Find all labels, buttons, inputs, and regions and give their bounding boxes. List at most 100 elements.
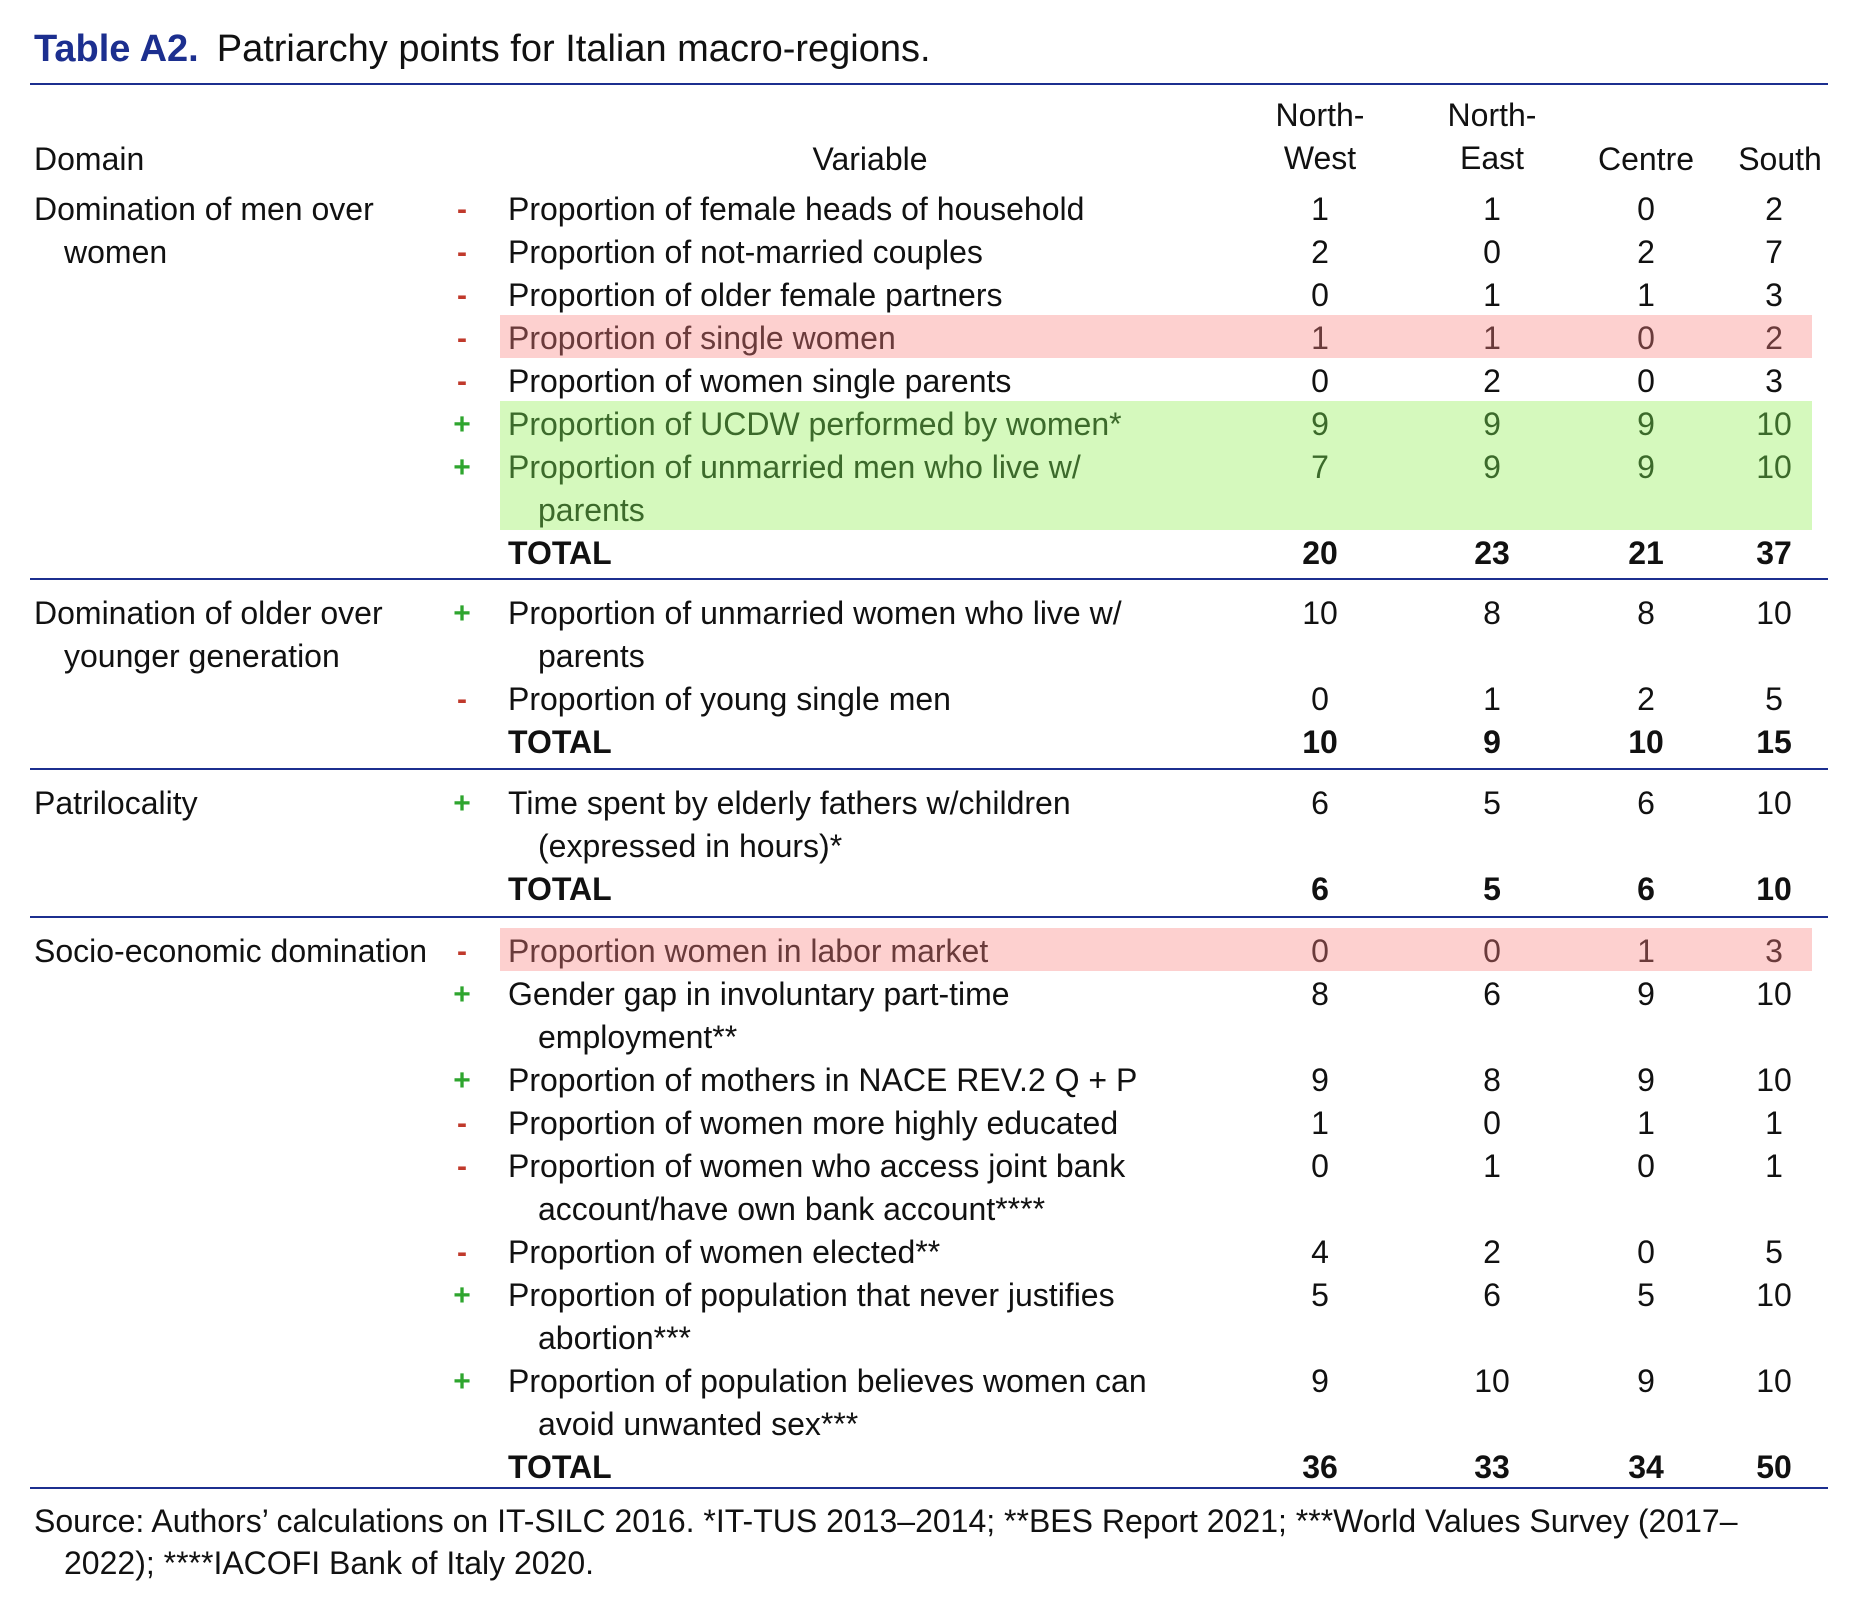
- variable-line1: Proportion of women who access joint ban…: [508, 1148, 1126, 1184]
- value-south: 1: [1765, 1105, 1783, 1141]
- value-nw: 2: [1311, 234, 1329, 270]
- variable-name: Proportion of population that never just…: [508, 1274, 1115, 1360]
- value-south: 10: [1756, 595, 1792, 631]
- header-ne-line1: North-: [1447, 97, 1537, 133]
- variable-line1: Proportion of not-married couples: [508, 234, 983, 270]
- value-nw: 0: [1311, 363, 1329, 399]
- total-ne: 5: [1483, 871, 1501, 907]
- domain-label: Socio-economic domination: [34, 930, 427, 973]
- source-line1: Source: Authors’ calculations on IT-SILC…: [34, 1503, 1738, 1539]
- plus-sign: +: [453, 408, 471, 441]
- minus-sign: -: [457, 1150, 467, 1183]
- minus-sign: -: [457, 365, 467, 398]
- value-south: 3: [1765, 933, 1783, 969]
- value-ne: 0: [1483, 933, 1501, 969]
- total-south: 15: [1756, 724, 1792, 760]
- total-label: TOTAL: [508, 535, 612, 571]
- variable-name: Proportion of unmarried women who live w…: [508, 592, 1122, 678]
- value-ne: 2: [1483, 1234, 1501, 1270]
- variable-line1: Proportion women in labor market: [508, 933, 989, 969]
- domain-label: Domination of older over younger generati…: [34, 592, 383, 678]
- section-rule: [30, 768, 1828, 770]
- header-south: South: [1738, 141, 1822, 177]
- plus-sign: +: [453, 1365, 471, 1398]
- table-caption: Table A2. Patriarchy points for Italian m…: [34, 24, 931, 74]
- variable-line1: Proportion of women single parents: [508, 363, 1012, 399]
- value-ne: 1: [1483, 681, 1501, 717]
- value-centre: 0: [1637, 1148, 1655, 1184]
- value-nw: 1: [1311, 1105, 1329, 1141]
- variable-line1: Proportion of women elected**: [508, 1234, 941, 1270]
- variable-name: Gender gap in involuntary part-time emplo…: [508, 973, 1010, 1059]
- value-ne: 2: [1483, 363, 1501, 399]
- value-centre: 9: [1637, 1062, 1655, 1098]
- header-nw-line2: West: [1283, 140, 1357, 176]
- value-ne: 6: [1483, 1277, 1501, 1313]
- total-nw: 36: [1302, 1449, 1338, 1485]
- minus-sign: -: [457, 279, 467, 312]
- variable-name: Proportion of women who access joint ban…: [508, 1145, 1125, 1231]
- variable-line1: Proportion of female heads of household: [508, 191, 1085, 227]
- table-source-note: Source: Authors’ calculations on IT-SILC…: [34, 1500, 1824, 1584]
- value-ne: 8: [1483, 595, 1501, 631]
- header-ne-line2: East: [1459, 140, 1525, 176]
- value-centre: 0: [1637, 1234, 1655, 1270]
- variable-line1: Time spent by elderly fathers w/children: [508, 785, 1071, 821]
- total-nw: 10: [1302, 724, 1338, 760]
- source-line2: 2022); ****IACOFI Bank of Italy 2020.: [64, 1545, 595, 1581]
- plus-sign: +: [453, 1064, 471, 1097]
- highlight-band: [500, 928, 1812, 971]
- total-south: 50: [1756, 1449, 1792, 1485]
- plus-sign: +: [453, 451, 471, 484]
- variable-name: Proportion of women more highly educated: [508, 1102, 1118, 1145]
- header-north-west: North- West: [1240, 94, 1400, 180]
- value-ne: 8: [1483, 1062, 1501, 1098]
- total-centre: 6: [1637, 871, 1655, 907]
- value-ne: 1: [1483, 1148, 1501, 1184]
- value-centre: 9: [1637, 976, 1655, 1012]
- highlight-band: [500, 315, 1812, 358]
- value-ne: 10: [1474, 1363, 1510, 1399]
- section-rule: [30, 916, 1828, 918]
- variable-name: Proportion of single women: [508, 317, 896, 360]
- domain-line2: younger generation: [64, 638, 340, 674]
- total-south: 10: [1756, 871, 1792, 907]
- variable-name: Time spent by elderly fathers w/children…: [508, 782, 1071, 868]
- value-nw: 0: [1311, 681, 1329, 717]
- value-centre: 0: [1637, 320, 1655, 356]
- value-ne: 0: [1483, 1105, 1501, 1141]
- domain-line1: Patrilocality: [34, 785, 198, 821]
- value-south: 10: [1756, 1363, 1792, 1399]
- value-centre: 8: [1637, 595, 1655, 631]
- plus-sign: +: [453, 1279, 471, 1312]
- variable-line2: (expressed in hours)*: [538, 828, 843, 864]
- variable-line1: Proportion of women more highly educated: [508, 1105, 1119, 1141]
- value-ne: 5: [1483, 785, 1501, 821]
- highlight-band: [500, 401, 1812, 444]
- total-ne: 23: [1474, 535, 1510, 571]
- value-south: 2: [1765, 191, 1783, 227]
- variable-line2: parents: [538, 638, 645, 674]
- value-centre: 6: [1637, 785, 1655, 821]
- domain-line2: women: [64, 234, 168, 270]
- value-south: 10: [1756, 1277, 1792, 1313]
- variable-line1: Proportion of population that never just…: [508, 1277, 1115, 1313]
- total-south: 37: [1756, 535, 1792, 571]
- value-nw: 0: [1311, 933, 1329, 969]
- value-centre: 9: [1637, 406, 1655, 442]
- value-nw: 9: [1311, 1062, 1329, 1098]
- value-south: 7: [1765, 234, 1783, 270]
- total-centre: 21: [1628, 535, 1664, 571]
- variable-line2: employment**: [538, 1019, 738, 1055]
- variable-line2: avoid unwanted sex***: [538, 1406, 859, 1442]
- value-south: 10: [1756, 1062, 1792, 1098]
- caption-title: Patriarchy points for Italian macro-regi…: [216, 28, 931, 70]
- value-south: 10: [1756, 976, 1792, 1012]
- value-nw: 1: [1311, 191, 1329, 227]
- total-centre: 34: [1628, 1449, 1664, 1485]
- value-nw: 9: [1311, 406, 1329, 442]
- value-nw: 1: [1311, 320, 1329, 356]
- variable-name: Proportion of not-married couples: [508, 231, 983, 274]
- value-centre: 9: [1637, 1363, 1655, 1399]
- variable-line1: Proportion of unmarried women who live w…: [508, 595, 1122, 631]
